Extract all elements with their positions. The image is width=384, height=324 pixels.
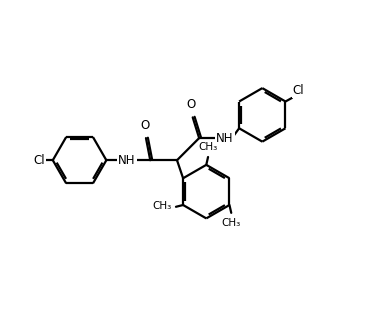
Text: Cl: Cl: [33, 154, 45, 167]
Text: O: O: [141, 119, 150, 132]
Text: CH₃: CH₃: [222, 217, 241, 227]
Text: NH: NH: [216, 132, 233, 145]
Text: CH₃: CH₃: [152, 201, 172, 211]
Text: NH: NH: [118, 154, 136, 167]
Text: CH₃: CH₃: [199, 142, 218, 152]
Text: O: O: [186, 98, 195, 111]
Text: Cl: Cl: [293, 84, 304, 97]
